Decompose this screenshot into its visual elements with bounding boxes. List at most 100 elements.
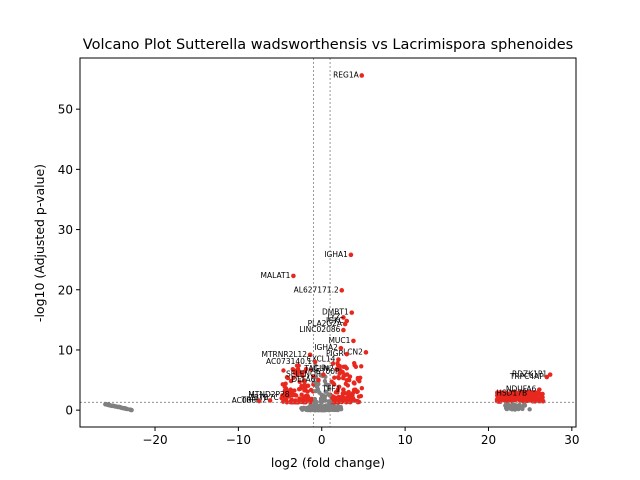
right-cluster-nonsig-point: [503, 402, 508, 408]
x-tick-label: 30: [564, 433, 579, 447]
sig-point: [311, 367, 316, 372]
labeled-point: [256, 398, 262, 404]
point-label: TRPM2: [240, 396, 267, 405]
sig-point: [296, 400, 301, 405]
labeled-point: [341, 315, 346, 320]
sig-point: [281, 368, 286, 373]
labeled-point: [340, 369, 345, 375]
sig-point: [340, 375, 346, 381]
sig-point: [288, 387, 293, 392]
sig-point: [305, 389, 310, 394]
right-cluster-point: [532, 397, 537, 402]
right-cluster-point: [498, 399, 503, 404]
y-tick-label: 30: [58, 223, 73, 237]
sig-point: [285, 375, 291, 381]
x-axis-label: log2 (fold change): [271, 455, 385, 470]
point-label: RDZK1P1: [512, 370, 547, 379]
sig-point: [336, 394, 341, 400]
sig-point: [291, 375, 296, 381]
point-label: NDUFA6: [506, 385, 537, 394]
point-label: MTND2P28: [248, 390, 290, 399]
left-cluster-point: [106, 402, 112, 407]
sig-point: [330, 361, 336, 366]
labeled-point: [338, 345, 344, 351]
right-cluster-nonsig-point: [520, 406, 525, 412]
y-tick-label: 40: [58, 163, 73, 177]
sig-point: [325, 365, 330, 371]
sig-point: [350, 396, 356, 401]
sig-point: [348, 392, 353, 398]
point-label: IGHA1: [324, 250, 348, 259]
point-label: IGHA2: [314, 343, 338, 352]
sig-point: [329, 379, 334, 384]
labeled-point: [267, 398, 273, 403]
point-label: DMBT1: [322, 308, 349, 317]
labeled-point: [334, 366, 340, 372]
sig-point: [282, 384, 287, 390]
sig-point: [311, 374, 316, 379]
nonsig-point: [327, 407, 333, 412]
right-cluster-point: [532, 390, 537, 395]
x-tick-label: −10: [226, 433, 251, 447]
sig-point: [332, 399, 338, 405]
point-label: IGKC: [326, 316, 344, 325]
sig-point: [356, 399, 362, 405]
x-tick-label: −20: [142, 433, 167, 447]
sig-point: [313, 363, 318, 368]
x-tick-label: 0: [318, 433, 326, 447]
sig-point: [303, 366, 309, 372]
labeled-point: [348, 252, 354, 258]
labeled-point: [527, 390, 533, 396]
left-cluster-point: [127, 407, 133, 412]
sig-point: [322, 398, 328, 403]
sig-point: [327, 393, 332, 398]
right-cluster-point: [494, 397, 500, 402]
point-label: PLA2G2A: [308, 319, 343, 328]
right-cluster-point: [539, 397, 544, 402]
nonsig-point: [320, 407, 325, 413]
sig-point: [296, 387, 302, 392]
point-label: CXCL14: [307, 355, 336, 364]
right-cluster-point: [523, 397, 528, 403]
labeled-point: [291, 273, 296, 279]
nonsig-point: [310, 406, 316, 411]
sig-point: [303, 398, 309, 403]
sig-point: [358, 393, 364, 399]
right-cluster-nonsig-point: [516, 406, 522, 411]
y-tick-label: 10: [58, 343, 73, 357]
sig-point: [321, 365, 326, 371]
sig-point: [332, 375, 337, 380]
sig-point: [288, 378, 294, 384]
nonsig-point: [338, 407, 344, 412]
sig-point: [318, 396, 324, 402]
sig-point: [345, 383, 351, 388]
sig-point: [316, 381, 321, 387]
sig-point: [299, 383, 304, 389]
point-label: LYZ: [328, 312, 341, 321]
sig-point: [357, 378, 362, 384]
point-label: LCN2: [343, 347, 363, 356]
point-label: TFF1: [321, 385, 340, 394]
labeled-point: [316, 377, 321, 383]
labeled-point: [321, 372, 326, 377]
right-cluster-point: [517, 398, 523, 403]
labeled-point: [339, 288, 345, 293]
right-cluster-nonsig-point: [521, 402, 527, 408]
right-cluster-nonsig-point: [527, 407, 532, 412]
point-label: AL627171.2: [294, 285, 339, 294]
sig-point: [335, 375, 341, 380]
labeled-point: [359, 73, 365, 78]
sig-point: [353, 364, 359, 369]
right-cluster-nonsig-point: [509, 406, 514, 411]
point-label: REG1A: [333, 70, 360, 79]
right-cluster-point: [507, 392, 513, 398]
right-cluster-nonsig-point: [512, 403, 517, 409]
sig-point: [322, 378, 328, 384]
y-tick-label: 50: [58, 103, 73, 117]
right-cluster-point: [517, 392, 522, 398]
point-label: PIGR: [326, 349, 344, 358]
sig-point: [290, 367, 295, 372]
